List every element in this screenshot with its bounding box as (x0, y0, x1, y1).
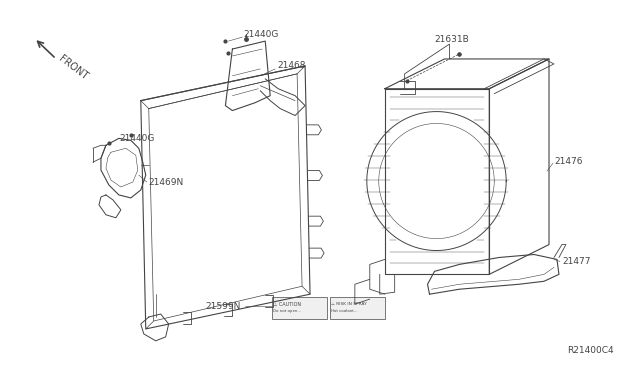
Text: 21476: 21476 (554, 157, 582, 166)
Text: ⚠ RISK IN SPRAY: ⚠ RISK IN SPRAY (331, 302, 367, 306)
Text: 21440G: 21440G (119, 134, 154, 143)
Text: Do not open...: Do not open... (273, 309, 301, 313)
FancyBboxPatch shape (330, 297, 385, 319)
Text: FRONT: FRONT (57, 54, 90, 82)
Text: 21599N: 21599N (205, 302, 241, 311)
Text: ⚠ CAUTION: ⚠ CAUTION (273, 302, 301, 307)
Text: 21477: 21477 (562, 257, 591, 266)
Text: Hot coolant...: Hot coolant... (331, 309, 358, 313)
Text: R21400C4: R21400C4 (567, 346, 614, 355)
Text: 21631B: 21631B (435, 35, 469, 44)
Text: 21440G: 21440G (243, 30, 278, 39)
FancyBboxPatch shape (272, 297, 327, 319)
Text: 21468: 21468 (277, 61, 306, 70)
Text: 21469N: 21469N (148, 177, 184, 186)
